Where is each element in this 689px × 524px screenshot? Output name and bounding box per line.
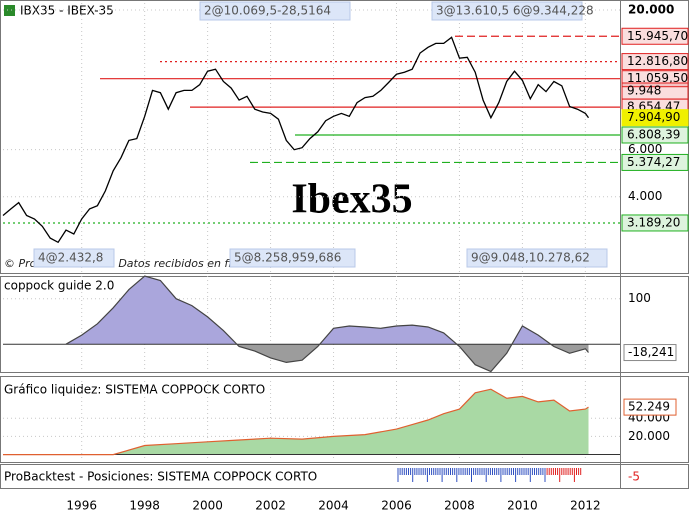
last-value-label: 52.249 [628,400,670,414]
annotation: 4@2.432,8 [38,251,103,265]
last-value-box [623,344,677,362]
panel-title: Gráfico liquidez: SISTEMA COPPOCK CORTO [4,383,265,397]
level-label: 3.189,20 [627,215,680,229]
chart-label: Ibex35 [291,177,412,223]
level-label-box [621,27,689,45]
panel-title: coppock guide 2.0 [4,279,114,293]
area [113,389,589,455]
level-label-box [621,53,689,71]
last-value-box [623,398,677,416]
y-tick-label: 20.000 [628,429,670,443]
x-tick-label: 2008 [444,499,475,513]
x-tick-label: 1996 [66,499,97,513]
x-tick-label: 2010 [507,499,538,513]
panel-title: ProBacktest - Posiciones: SISTEMA COPPOC… [4,470,317,484]
annotation: 5@8.258,959,686 [234,251,341,265]
annotation: 9@9.048,10.278,62 [471,251,590,265]
annotation-box [466,248,608,268]
level-label-box [621,214,689,232]
annotation-box [229,248,356,268]
annotation: 2@10.069,5-28,5164 [204,4,331,18]
level-label: 7.904,90 [627,110,680,124]
y-tick-label: 6.000 [628,142,662,156]
level-label: 12.816,80 [627,54,688,68]
price-line [2,36,590,244]
icon [4,5,15,16]
series-line [65,275,589,373]
level-label: 6.808,39 [627,127,680,141]
level-label: 9.948 [627,83,661,97]
annotation-box [33,248,115,268]
x-tick-label: 2004 [318,499,349,513]
x-tick-label: 2002 [255,499,286,513]
series-line [3,388,589,456]
y-tick-label: 4.000 [628,189,662,203]
area [65,276,589,345]
annotation: 3@13.610,5 6@9.344,228 [436,4,594,18]
level-label-box [621,109,689,127]
annotation-box [199,1,351,21]
area-negative [236,344,589,372]
level-label: 5.374,27 [627,155,680,169]
y-tick-label: -5 [628,470,640,484]
x-tick-label: 2012 [570,499,601,513]
level-label: 11.059,50 [627,71,688,85]
chart-title: IBX35 - IBEX-35 [20,4,114,18]
level-label: 15.945,70 [627,29,688,43]
y-tick-label: 100 [628,291,651,305]
x-tick-label: 2006 [381,499,412,513]
annotation-box [431,1,583,21]
level-label-box [621,153,689,171]
x-tick-label: 1998 [129,499,160,513]
x-tick-label: 2000 [192,499,223,513]
last-value-label: -18,241 [628,345,674,359]
position-bars [397,468,582,482]
y-tick-label: 20.000 [628,2,674,16]
level-label-box [621,126,689,144]
